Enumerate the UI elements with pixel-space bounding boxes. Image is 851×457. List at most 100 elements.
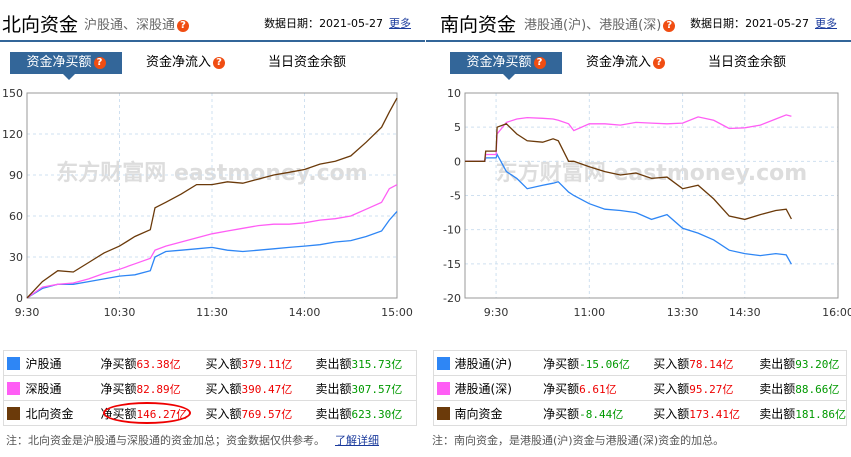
learn-more-link[interactable]: 了解详细: [335, 434, 379, 447]
table-row: 港股通(深) 净买额6.61亿 买入额95.27亿 卖出额88.66亿: [432, 375, 848, 401]
y-tick-label: 60: [9, 210, 23, 223]
note: 注：北向资金是沪股通与深股通的资金加总；资金数据仅供参考。: [6, 434, 325, 447]
plot-frame: [464, 92, 839, 299]
buy-value: 78.14亿: [689, 357, 734, 371]
series-line: [465, 114, 792, 162]
series-line: [26, 97, 398, 299]
header: 南向资金 港股通(沪)、港股通(深)? 数据日期：2021-05-27 更多: [426, 0, 851, 42]
row-name: 沪股通: [25, 350, 101, 376]
row-name: 北向资金: [25, 400, 101, 426]
y-tick-label: 30: [9, 251, 23, 264]
sell-value: 93.20亿: [795, 357, 840, 371]
header: 北向资金 沪股通、深股通? 数据日期：2021-05-27 更多: [0, 0, 425, 42]
tab-daily-balance[interactable]: 当日资金余额: [708, 55, 787, 70]
more-link[interactable]: 更多: [389, 17, 411, 30]
tab-daily-balance[interactable]: 当日资金余额: [268, 55, 347, 70]
highlight-circle: [103, 402, 191, 424]
sell-value: 88.66亿: [795, 382, 840, 396]
buy-value: 379.11亿: [241, 357, 293, 371]
help-icon[interactable]: ?: [213, 56, 226, 69]
y-tick-label: 10: [447, 87, 461, 100]
date-label: 数据日期：: [690, 17, 746, 30]
table-row: 沪股通 净买额63.38亿 买入额379.11亿 卖出额315.73亿: [3, 350, 417, 376]
note: 注：南向资金，是港股通(沪)资金与港股通(深)资金的加总。: [432, 434, 725, 447]
x-tick-label: 10:30: [104, 306, 136, 319]
x-tick-label: 9:30: [15, 306, 40, 319]
y-tick-label: 5: [454, 121, 461, 134]
series-line: [26, 210, 398, 299]
tab-net-buy[interactable]: 资金净买额?: [10, 52, 122, 80]
northbound-table: 沪股通 净买额63.38亿 买入额379.11亿 卖出额315.73亿 深股通 …: [3, 350, 417, 426]
legend-swatch: [7, 382, 20, 395]
legend-swatch: [437, 357, 450, 370]
sell-value: 181.86亿: [795, 407, 846, 421]
net-buy-value: 6.61亿: [579, 382, 617, 396]
watermark: 东方财富网 eastmoney.com: [496, 160, 807, 186]
row-name: 港股通(深): [454, 375, 544, 401]
legend-swatch: [7, 407, 20, 420]
help-icon[interactable]: ?: [653, 56, 666, 69]
southbound-panel: 南向资金 港股通(沪)、港股通(深)? 数据日期：2021-05-27 更多 资金…: [426, 0, 851, 457]
panel-title: 南向资金: [440, 14, 517, 36]
southbound-chart: 东方财富网 eastmoney.com 10 5 0 -5 -10 -15 -20 9:30 11…: [443, 87, 851, 319]
y-tick-label: -15: [443, 258, 461, 271]
panel-subtitle: 港股通(沪)、港股通(深): [524, 18, 662, 33]
tab-net-inflow[interactable]: 资金净流入?: [146, 52, 226, 74]
x-tick-label: 14:30: [729, 306, 761, 319]
x-tick-label: 14:00: [289, 306, 321, 319]
help-icon[interactable]: ?: [93, 56, 106, 69]
x-tick-label: 11:00: [573, 306, 605, 319]
table-row: 深股通 净买额82.89亿 买入额390.47亿 卖出额307.57亿: [3, 375, 417, 401]
y-tick-label: 150: [2, 87, 23, 100]
northbound-panel: 北向资金 沪股通、深股通? 数据日期：2021-05-27 更多 资金净买额? 资…: [0, 0, 425, 457]
date-value: 2021-05-27: [319, 17, 383, 30]
table-row: 南向资金 净买额-8.44亿 买入额173.41亿 卖出额181.86亿: [432, 400, 848, 426]
series-line: [465, 152, 792, 265]
y-tick-label: 0: [16, 292, 23, 305]
buy-value: 769.57亿: [241, 407, 293, 421]
tab-net-buy[interactable]: 资金净买额?: [450, 52, 562, 80]
y-tick-label: 0: [454, 155, 461, 168]
y-tick-label: -20: [443, 292, 461, 305]
date-value: 2021-05-27: [745, 17, 809, 30]
net-buy-value: -8.44亿: [579, 407, 624, 421]
buy-value: 173.41亿: [689, 407, 740, 421]
net-buy-value: 82.89亿: [136, 382, 181, 396]
x-tick-label: 16:00: [822, 306, 851, 319]
sell-value: 623.30亿: [351, 407, 403, 421]
series-line: [465, 123, 792, 221]
y-tick-label: 90: [9, 169, 23, 182]
panel-subtitle: 沪股通、深股通: [84, 18, 176, 33]
row-name: 深股通: [25, 375, 101, 401]
x-tick-label: 13:30: [667, 306, 699, 319]
y-tick-label: -10: [443, 224, 461, 237]
help-icon[interactable]: ?: [663, 19, 676, 32]
row-name: 南向资金: [454, 400, 544, 426]
plot-frame: [26, 92, 398, 299]
buy-value: 390.47亿: [241, 382, 293, 396]
tab-net-inflow[interactable]: 资金净流入?: [586, 52, 666, 74]
sell-value: 315.73亿: [351, 357, 403, 371]
help-icon[interactable]: ?: [177, 19, 190, 32]
buy-value: 95.27亿: [689, 382, 734, 396]
net-buy-value: 63.38亿: [136, 357, 181, 371]
help-icon[interactable]: ?: [533, 56, 546, 69]
table-row: 港股通(沪) 净买额-15.06亿 买入额78.14亿 卖出额93.20亿: [432, 350, 848, 376]
southbound-table: 港股通(沪) 净买额-15.06亿 买入额78.14亿 卖出额93.20亿 港股…: [432, 350, 848, 426]
legend-swatch: [437, 407, 450, 420]
table-row: 北向资金 净买额146.27亿 买入额769.57亿 卖出额623.30亿: [3, 400, 417, 426]
x-tick-label: 9:30: [484, 306, 509, 319]
net-buy-value: -15.06亿: [579, 357, 630, 371]
legend-swatch: [437, 382, 450, 395]
legend-swatch: [7, 357, 20, 370]
more-link[interactable]: 更多: [815, 17, 837, 30]
x-tick-label: 11:30: [196, 306, 228, 319]
y-tick-label: 120: [2, 128, 23, 141]
series-line: [26, 184, 398, 299]
sell-value: 307.57亿: [351, 382, 403, 396]
x-tick-label: 15:00: [381, 306, 413, 319]
row-name: 港股通(沪): [454, 350, 544, 376]
y-tick-label: -5: [450, 190, 461, 203]
panel-title: 北向资金: [2, 14, 79, 36]
